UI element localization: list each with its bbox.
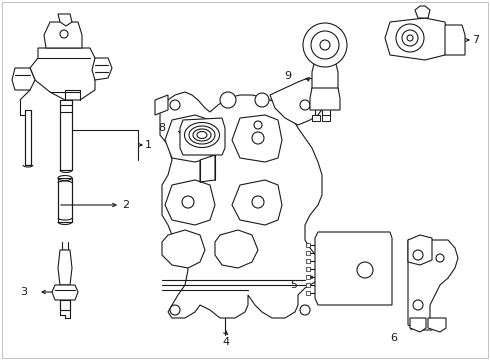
Circle shape <box>60 30 68 38</box>
Circle shape <box>182 132 194 144</box>
Bar <box>306 283 310 287</box>
Circle shape <box>402 30 418 46</box>
Polygon shape <box>165 115 215 162</box>
Bar <box>306 275 310 279</box>
Polygon shape <box>165 180 215 225</box>
Polygon shape <box>180 118 225 155</box>
Circle shape <box>170 100 180 110</box>
Text: 4: 4 <box>222 337 229 347</box>
Polygon shape <box>52 285 78 300</box>
Polygon shape <box>44 22 82 48</box>
Circle shape <box>252 196 264 208</box>
Text: 2: 2 <box>122 200 129 210</box>
Circle shape <box>407 35 413 41</box>
Polygon shape <box>160 92 322 318</box>
Text: 9: 9 <box>284 71 291 81</box>
Polygon shape <box>58 178 72 222</box>
Circle shape <box>184 121 192 129</box>
Bar <box>306 267 310 271</box>
Polygon shape <box>60 100 72 170</box>
Text: 6: 6 <box>390 333 397 343</box>
Polygon shape <box>25 110 31 165</box>
Polygon shape <box>30 48 95 100</box>
Polygon shape <box>445 25 465 55</box>
Polygon shape <box>428 318 446 332</box>
Circle shape <box>220 92 236 108</box>
Circle shape <box>413 300 423 310</box>
Bar <box>312 115 320 121</box>
Circle shape <box>357 262 373 278</box>
Text: 5: 5 <box>290 280 297 290</box>
Circle shape <box>303 23 347 67</box>
Polygon shape <box>215 230 258 268</box>
Polygon shape <box>312 60 338 90</box>
Polygon shape <box>408 235 432 265</box>
Bar <box>306 291 310 295</box>
Circle shape <box>436 254 444 262</box>
Circle shape <box>252 132 264 144</box>
Text: 7: 7 <box>472 35 479 45</box>
Circle shape <box>413 250 423 260</box>
Circle shape <box>320 40 330 50</box>
Circle shape <box>255 93 269 107</box>
Polygon shape <box>58 14 72 26</box>
Circle shape <box>182 196 194 208</box>
Polygon shape <box>270 78 325 125</box>
Polygon shape <box>410 318 426 332</box>
Text: 3: 3 <box>20 287 27 297</box>
Bar <box>306 243 310 247</box>
Polygon shape <box>92 58 112 80</box>
Polygon shape <box>315 232 392 305</box>
Polygon shape <box>162 230 205 268</box>
Bar <box>322 115 330 121</box>
Polygon shape <box>408 240 458 330</box>
Polygon shape <box>232 180 282 225</box>
Circle shape <box>311 31 339 59</box>
Polygon shape <box>12 68 35 90</box>
Polygon shape <box>415 6 430 18</box>
Circle shape <box>300 305 310 315</box>
Text: 8: 8 <box>158 123 165 133</box>
Polygon shape <box>58 250 72 285</box>
Polygon shape <box>60 300 70 310</box>
Polygon shape <box>155 95 168 115</box>
Circle shape <box>254 121 262 129</box>
Polygon shape <box>200 155 215 182</box>
Polygon shape <box>385 18 448 60</box>
Bar <box>306 259 310 263</box>
Circle shape <box>170 305 180 315</box>
Text: 1: 1 <box>145 140 152 150</box>
Circle shape <box>300 100 310 110</box>
Polygon shape <box>310 88 340 110</box>
Polygon shape <box>232 115 282 162</box>
Bar <box>306 251 310 255</box>
Circle shape <box>396 24 424 52</box>
